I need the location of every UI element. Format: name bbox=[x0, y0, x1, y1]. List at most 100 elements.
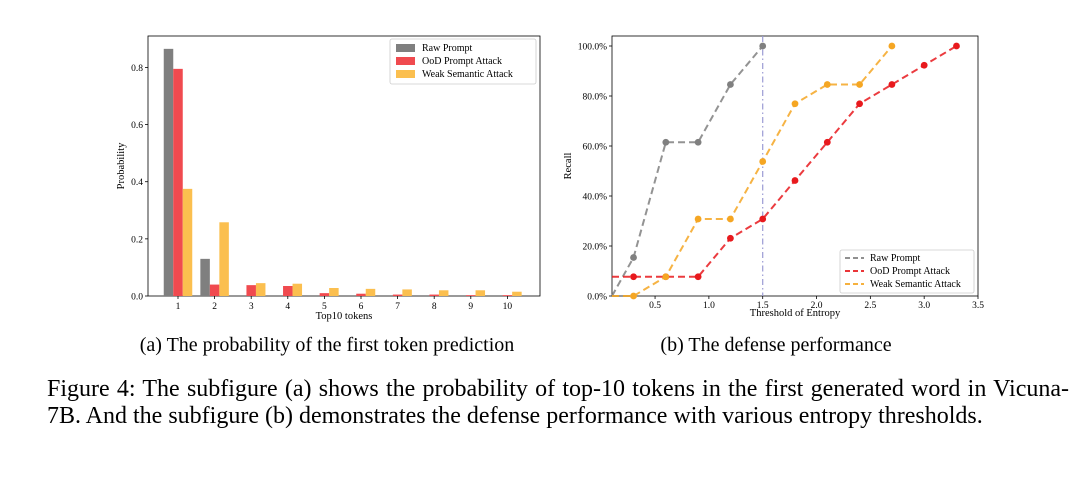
point-weak-semantic-attack bbox=[662, 273, 670, 281]
x-tick-label: 10 bbox=[503, 302, 513, 312]
point-ood-prompt-attack bbox=[856, 100, 863, 108]
bar-ood-prompt-attack-8 bbox=[429, 294, 439, 296]
x-tick-label: 9 bbox=[468, 302, 473, 312]
point-raw-prompt bbox=[630, 254, 637, 261]
bar-weak-semantic-attack-7 bbox=[402, 289, 412, 296]
y-tick-label: 100.0% bbox=[578, 43, 607, 53]
line-raw-prompt bbox=[611, 45, 764, 297]
point-weak-semantic-attack bbox=[888, 42, 896, 50]
subcaption-b: (b) The defense performance bbox=[660, 334, 891, 356]
point-raw-prompt bbox=[727, 81, 734, 88]
bar-ood-prompt-attack-6 bbox=[356, 293, 366, 296]
bar-legend: Raw Prompt OoD Prompt Attack Weak Semant… bbox=[389, 38, 537, 85]
legend-swatch-ood bbox=[396, 57, 415, 65]
x-tick-label: 1.5 bbox=[757, 301, 769, 311]
line-y-axis-label: Recall bbox=[563, 153, 574, 180]
y-tick-label: 40.0% bbox=[582, 193, 607, 203]
x-tick-label: 7 bbox=[395, 302, 400, 312]
x-tick-label: 1 bbox=[176, 302, 181, 312]
point-weak-semantic-attack bbox=[791, 100, 799, 108]
y-tick-label: 0.4 bbox=[131, 178, 143, 188]
x-axis: 0.5 1.0 1.5 2.0 2.5 3.0 3.5 bbox=[649, 296, 984, 311]
bar-weak-semantic-attack-1 bbox=[182, 188, 193, 296]
y-tick-label: 0.6 bbox=[131, 121, 143, 131]
legend-swatch-weak bbox=[396, 70, 415, 78]
bar-ood-prompt-attack-1 bbox=[173, 68, 183, 296]
figure: 0.0 0.2 0.4 0.6 0.8 1 2 3 4 5 6 7 8 9 10 Top10 tokens… bbox=[116, 35, 984, 356]
x-tick-label: 2.5 bbox=[864, 301, 876, 311]
line-chart-frame bbox=[611, 35, 979, 297]
y-tick-label: 0.2 bbox=[131, 235, 143, 245]
line-weak-semantic-attack bbox=[612, 45, 893, 297]
point-weak-semantic-attack bbox=[759, 158, 767, 165]
point-raw-prompt bbox=[759, 42, 767, 50]
point-ood-prompt-attack bbox=[727, 234, 734, 242]
subcaption-a: (a) The probability of the first token p… bbox=[140, 334, 515, 356]
bar-y-axis-label: Probability bbox=[116, 142, 127, 189]
point-ood-prompt-attack bbox=[953, 42, 960, 50]
point-ood-prompt-attack bbox=[888, 81, 896, 88]
point-ood-prompt-attack bbox=[920, 61, 928, 69]
bar-weak-semantic-attack-5 bbox=[329, 288, 339, 296]
point-ood-prompt-attack bbox=[791, 177, 799, 184]
x-tick-label: 8 bbox=[432, 302, 437, 312]
bar-ood-prompt-attack-3 bbox=[246, 285, 256, 296]
point-weak-semantic-attack bbox=[694, 215, 702, 223]
y-tick-label: 20.0% bbox=[582, 243, 607, 253]
legend-label-ood: OoD Prompt Attack bbox=[422, 56, 502, 67]
y-tick-label: 60.0% bbox=[582, 143, 607, 153]
x-tick-label: 0.5 bbox=[649, 301, 661, 311]
x-tick-label: 3 bbox=[249, 302, 254, 312]
x-tick-label: 4 bbox=[285, 302, 290, 312]
bar-weak-semantic-attack-3 bbox=[255, 283, 266, 296]
bar-chart: 0.0 0.2 0.4 0.6 0.8 1 2 3 4 5 6 7 8 9 10 Top10 tokens… bbox=[116, 35, 541, 356]
line-x-axis-label: Threshold of Entropy bbox=[750, 308, 841, 319]
x-tick-label: 2 bbox=[212, 302, 217, 312]
point-raw-prompt bbox=[694, 138, 702, 146]
legend-label-raw: Raw Prompt bbox=[870, 253, 921, 264]
bar-weak-semantic-attack-6 bbox=[365, 288, 376, 296]
y-tick-label: 0.0 bbox=[131, 293, 143, 303]
bar-weak-semantic-attack-10 bbox=[512, 291, 522, 296]
bar-weak-semantic-attack-2 bbox=[219, 222, 229, 296]
point-ood-prompt-attack bbox=[630, 273, 637, 281]
line-series-group bbox=[611, 42, 960, 300]
y-axis: 0.0% 20.0% 40.0% 60.0% 80.0% 100.0% bbox=[578, 43, 612, 303]
x-tick-label: 5 bbox=[322, 302, 327, 312]
line-legend-box bbox=[839, 249, 975, 294]
bar-ood-prompt-attack-7 bbox=[392, 294, 403, 296]
bar-weak-semantic-attack-9 bbox=[475, 290, 486, 296]
bar-ood-prompt-attack-10 bbox=[502, 295, 513, 296]
y-tick-label: 0.0% bbox=[587, 293, 607, 303]
line-chart: 0.0% 20.0% 40.0% 60.0% 80.0% 100.0% 0.5 1.0 1.5… bbox=[563, 35, 984, 356]
bar-raw-prompt-1 bbox=[163, 48, 174, 296]
bar-ood-prompt-attack-5 bbox=[319, 293, 330, 296]
bar-legend-box bbox=[389, 38, 537, 85]
bar-weak-semantic-attack-8 bbox=[438, 290, 449, 296]
bar-series-group bbox=[163, 48, 522, 296]
bar-ood-prompt-attack-4 bbox=[283, 286, 293, 296]
bar-ood-prompt-attack-9 bbox=[466, 295, 476, 296]
y-tick-label: 0.8 bbox=[131, 64, 143, 74]
legend-swatch-raw bbox=[396, 44, 415, 52]
legend-label-weak: Weak Semantic Attack bbox=[422, 69, 513, 80]
point-ood-prompt-attack bbox=[823, 138, 831, 146]
line-legend: Raw Prompt OoD Prompt Attack Weak Semant… bbox=[839, 249, 975, 294]
point-weak-semantic-attack bbox=[823, 81, 831, 88]
bar-ood-prompt-attack-2 bbox=[209, 284, 220, 296]
point-ood-prompt-attack bbox=[694, 273, 702, 281]
point-raw-prompt bbox=[662, 138, 670, 146]
point-ood-prompt-attack bbox=[759, 215, 767, 223]
legend-label-ood: OoD Prompt Attack bbox=[870, 266, 950, 277]
legend-label-raw: Raw Prompt bbox=[422, 43, 473, 54]
x-axis: 1 2 3 4 5 6 7 8 9 10 bbox=[176, 296, 513, 312]
point-weak-semantic-attack bbox=[856, 81, 863, 88]
bar-weak-semantic-attack-4 bbox=[292, 283, 303, 296]
x-tick-label: 3.5 bbox=[972, 301, 984, 311]
y-tick-label: 80.0% bbox=[582, 93, 607, 103]
point-weak-semantic-attack bbox=[727, 215, 734, 223]
figure-caption: Figure 4: The subfigure (a) shows the pr… bbox=[47, 376, 1069, 429]
bar-chart-frame bbox=[147, 35, 541, 297]
point-weak-semantic-attack bbox=[630, 292, 637, 300]
line-ood-prompt-attack bbox=[612, 45, 957, 278]
